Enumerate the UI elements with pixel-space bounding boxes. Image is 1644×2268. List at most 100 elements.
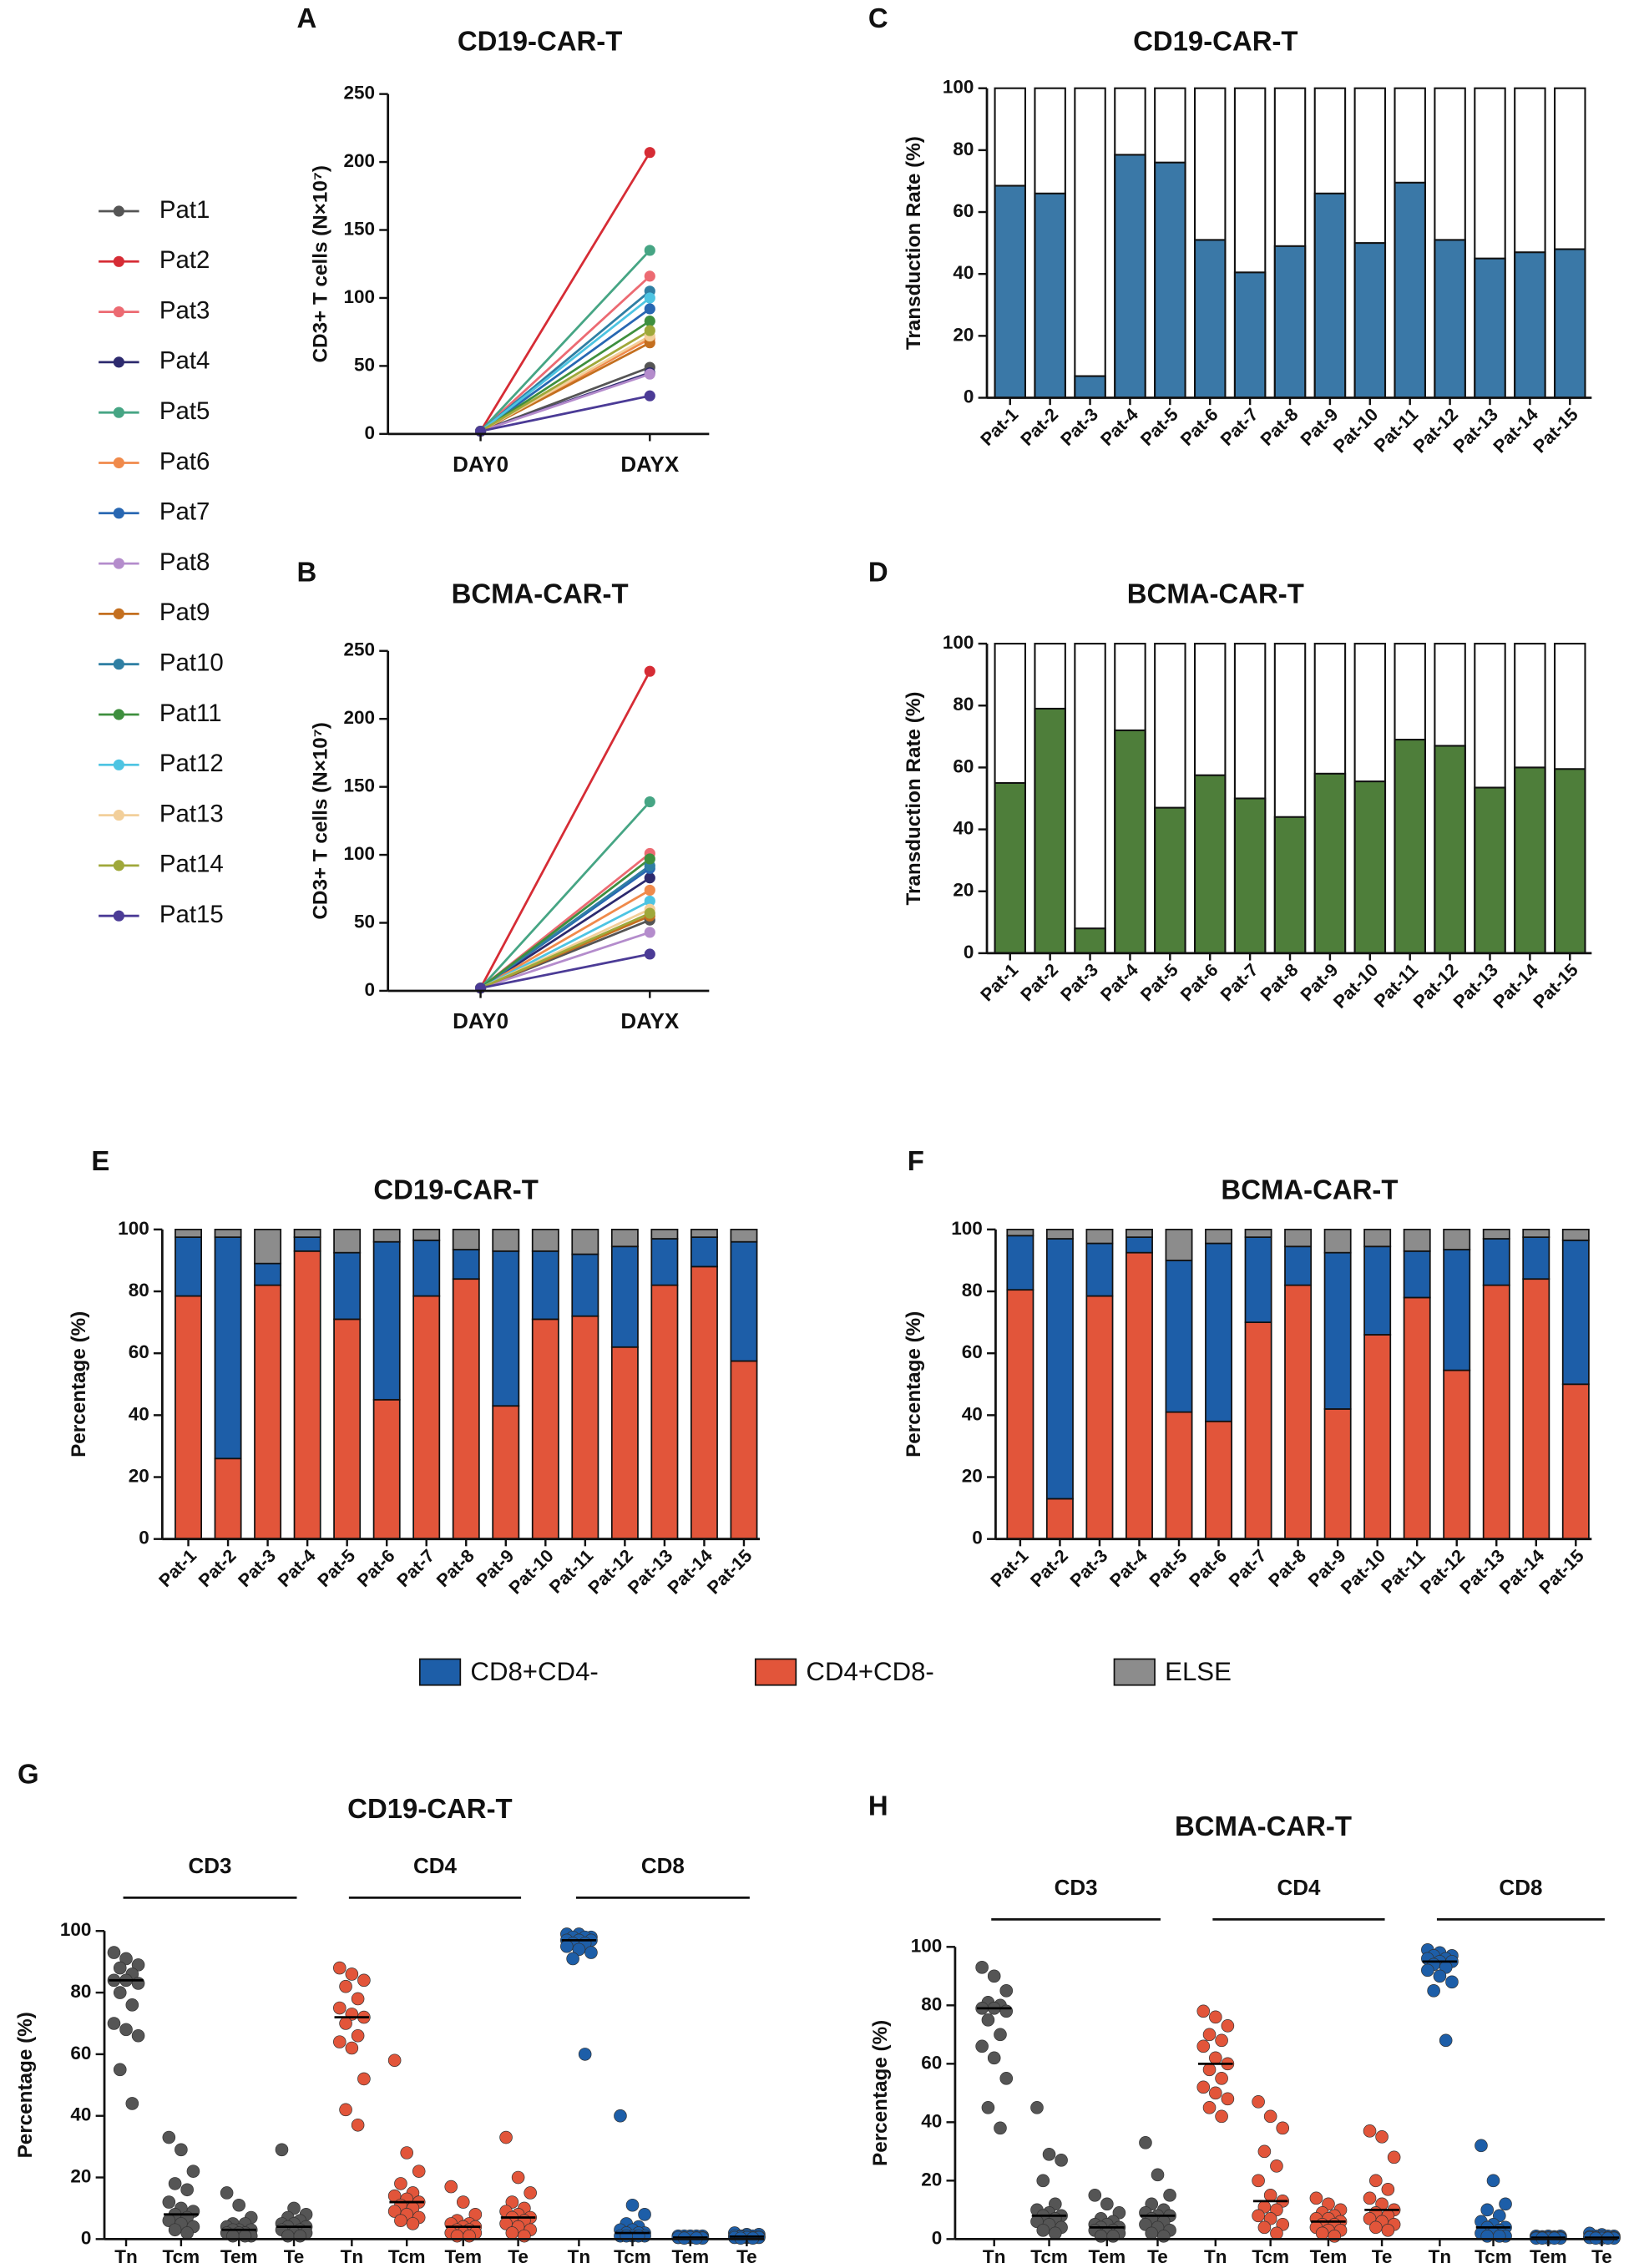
dot	[1156, 2230, 1171, 2243]
dot	[113, 2063, 127, 2077]
chart-title: CD19-CAR-T	[1133, 26, 1297, 57]
dot	[387, 2053, 402, 2068]
x-tick-label: Pat-2	[1016, 959, 1062, 1005]
bar-segment	[571, 1315, 599, 1540]
dot	[119, 1952, 133, 1966]
x-tick-label: Te	[1591, 2246, 1612, 2267]
bar	[1313, 192, 1347, 399]
dot	[1202, 2063, 1217, 2077]
y-tick-label: 100	[943, 632, 974, 653]
bar-segment	[412, 1239, 441, 1297]
panel-letter: C	[868, 3, 888, 33]
dot	[175, 2143, 188, 2157]
chart-title: CD19-CAR-T	[458, 26, 622, 57]
y-tick-label: 0	[139, 1528, 149, 1548]
x-tick-label: Pat-4	[1105, 1545, 1151, 1591]
dot	[578, 2048, 592, 2061]
dot	[1263, 2109, 1277, 2124]
dot	[1433, 1969, 1447, 1983]
dot	[524, 2186, 537, 2200]
x-tick-label: Tcm	[614, 2246, 651, 2267]
dot	[1252, 2174, 1265, 2188]
dot	[168, 2223, 182, 2237]
panel-letter: A	[297, 3, 317, 33]
dot	[1276, 2121, 1290, 2135]
legend-marker	[113, 205, 124, 217]
dot	[1480, 2230, 1495, 2243]
dot	[220, 2186, 234, 2200]
x-tick-label: Pat-7	[1224, 1545, 1270, 1591]
bar-segment	[690, 1265, 718, 1540]
dot	[125, 1998, 139, 2012]
point	[644, 303, 655, 315]
x-tick-label: Pat-15	[1529, 959, 1582, 1013]
dot	[1221, 2019, 1235, 2033]
x-tick-label: Pat-7	[392, 1545, 438, 1591]
dot	[351, 1992, 365, 2006]
group-label: CD8	[641, 1853, 685, 1878]
bar-segment	[1522, 1228, 1550, 1239]
y-tick-label: 100	[911, 1935, 943, 1956]
bar-segment	[452, 1228, 480, 1250]
bar-segment	[293, 1228, 321, 1239]
bar	[1474, 257, 1506, 399]
point	[644, 325, 655, 336]
x-tick-label: Pat-14	[1495, 1545, 1549, 1599]
dot	[505, 2195, 519, 2209]
dot	[1139, 2136, 1152, 2149]
group-label: CD3	[189, 1853, 232, 1878]
legend-label: Pat11	[159, 700, 222, 727]
x-tick-label: Pat-14	[663, 1545, 716, 1599]
bar	[1233, 797, 1267, 954]
bar	[1474, 786, 1506, 954]
x-tick-label: DAY0	[453, 1008, 508, 1033]
dot	[1036, 2174, 1050, 2188]
dot	[1369, 2174, 1383, 2188]
legend-label: Pat4	[159, 347, 210, 375]
x-tick-label: Tem	[672, 2246, 710, 2267]
dot	[357, 2072, 371, 2086]
bar-frame	[1074, 87, 1106, 399]
x-tick-label: Pat-10	[1329, 404, 1383, 457]
legend-marker	[113, 255, 124, 267]
y-tick-label: 0	[932, 2227, 943, 2248]
dot	[1221, 2092, 1235, 2106]
x-tick-label: Tcm	[1475, 2246, 1512, 2267]
dot	[351, 2028, 365, 2043]
dot	[444, 2180, 458, 2194]
dot	[1209, 2086, 1222, 2100]
bar-segment	[412, 1228, 441, 1241]
bar-segment	[730, 1228, 758, 1243]
series-line	[479, 670, 651, 989]
dot	[1163, 2189, 1176, 2202]
chart-title: CD19-CAR-T	[347, 1793, 512, 1824]
bar-segment	[1561, 1383, 1590, 1540]
y-tick-label: 20	[953, 880, 974, 901]
dot	[275, 2143, 289, 2157]
series-line	[479, 801, 651, 989]
bar	[1514, 251, 1546, 399]
bar-segment	[650, 1228, 679, 1240]
dot	[1036, 2224, 1050, 2237]
bar	[1154, 161, 1186, 399]
legend-marker	[113, 558, 124, 569]
legend-marker	[113, 306, 124, 318]
bar-segment	[1244, 1228, 1272, 1239]
series-line	[479, 889, 650, 989]
x-tick-label: Pat-5	[313, 1545, 359, 1591]
legend-marker	[113, 407, 124, 418]
dot	[1049, 2226, 1062, 2240]
bar	[1394, 739, 1426, 954]
dot	[1381, 2224, 1395, 2237]
x-tick-label: Pat-5	[1145, 1545, 1191, 1591]
dot	[1315, 2226, 1329, 2240]
bar-segment	[214, 1457, 242, 1540]
bar-segment	[1284, 1228, 1313, 1248]
chart-title: BCMA-CAR-T	[1221, 1174, 1398, 1205]
dot	[345, 2041, 359, 2055]
x-tick-label: Te	[736, 2246, 757, 2267]
x-tick-label: Pat-8	[1256, 404, 1302, 450]
dot	[394, 2177, 407, 2190]
dot	[281, 2229, 295, 2243]
bar	[1434, 745, 1466, 954]
